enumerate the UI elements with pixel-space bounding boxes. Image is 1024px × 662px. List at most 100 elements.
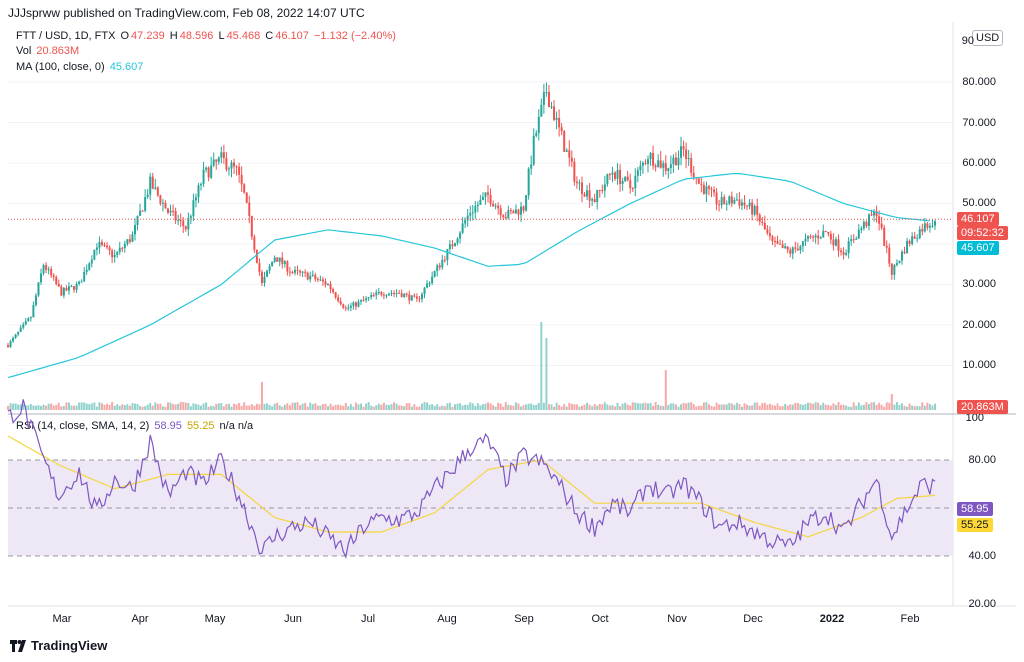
- time-label-dec: Dec: [743, 613, 763, 625]
- volume-bar-2021-06-19: [339, 405, 342, 410]
- candle-body-2021-12-03: [763, 222, 766, 230]
- volume-bar-2021-06-22: [347, 406, 350, 410]
- candle-body-2021-10-12: [631, 187, 634, 189]
- candle-body-2021-06-05: [304, 271, 307, 273]
- candle-body-2021-07-08: [387, 293, 390, 296]
- volume-bar-2021-09-20: [575, 404, 578, 410]
- candle-body-2021-07-20: [418, 298, 421, 300]
- candle-body-2021-10-30: [677, 157, 680, 166]
- tradingview-footer[interactable]: TradingView: [10, 638, 107, 653]
- candle-body-2021-04-07: [154, 187, 157, 189]
- volume-bar-2021-09-02: [530, 403, 533, 410]
- candle-body-2021-03-16: [98, 242, 101, 248]
- candle-body-2021-09-28: [596, 190, 599, 203]
- volume-bar-2021-12-20: [807, 402, 810, 410]
- time-label-jul: Jul: [360, 613, 376, 625]
- volume-bar-2022-01-25: [898, 404, 901, 410]
- symbol-label[interactable]: FTT / USD, 1D, FTX: [16, 30, 116, 42]
- volume-bar-2021-08-24: [507, 404, 510, 410]
- volume-bar-2021-11-25: [743, 403, 746, 410]
- volume-bar-2022-01-13: [867, 404, 870, 410]
- volume-bar-2021-03-01: [60, 406, 63, 410]
- volume-bar-2021-06-01: [293, 402, 296, 410]
- volume-bar-2021-12-09: [779, 406, 782, 410]
- volume-bar-2021-02-25: [50, 403, 53, 410]
- candle-body-2021-07-06: [382, 294, 385, 296]
- candle-body-2021-07-26: [433, 271, 436, 277]
- volume-bar-2022-02-01: [916, 405, 919, 410]
- candle-body-2021-07-19: [415, 296, 418, 299]
- volume-bar-2021-03-09: [80, 402, 83, 410]
- time-label-may: May: [204, 613, 226, 625]
- candle-body-2022-02-04: [923, 223, 926, 232]
- candle-body-2021-05-11: [240, 174, 243, 185]
- candle-body-2021-11-04: [690, 158, 693, 173]
- candle-body-2022-01-01: [837, 239, 840, 251]
- volume-bar-2021-03-14: [93, 402, 96, 410]
- volume-bar-2021-08-02: [451, 406, 454, 410]
- candle-body-2021-03-20: [108, 247, 111, 251]
- volume-bar-2021-04-01: [139, 406, 142, 410]
- tradingview-logo-icon: [10, 639, 26, 652]
- candle-body-2021-07-28: [438, 265, 441, 268]
- volume-bar-2021-09-06: [540, 322, 543, 410]
- candle-body-2021-07-21: [420, 294, 423, 300]
- candle-body-2021-11-08: [700, 183, 703, 185]
- volume-bar-2022-01-22: [890, 394, 893, 410]
- volume-bar-2021-10-14: [636, 403, 639, 410]
- volume-bar-2021-09-16: [565, 406, 568, 410]
- price-tick-10: 10.000: [962, 359, 996, 371]
- candle-body-2021-09-22: [580, 182, 583, 194]
- candle-body-2021-08-31: [525, 195, 528, 211]
- volume-bar-2021-11-13: [713, 406, 716, 410]
- volume-bar-2021-04-17: [179, 402, 182, 410]
- volume-bar-2021-12-01: [758, 405, 761, 410]
- volume-bar-2022-01-17: [878, 402, 881, 410]
- volume-bar-2021-06-18: [337, 404, 340, 410]
- volume-bar-2021-11-19: [728, 402, 731, 410]
- candle-body-2021-07-09: [390, 293, 393, 295]
- volume-bar-2021-05-16: [253, 405, 256, 410]
- time-label-sep: Sep: [514, 613, 534, 625]
- volume-bar-2021-09-15: [563, 404, 566, 410]
- volume-bar-2021-11-20: [730, 403, 733, 410]
- candle-body-2021-11-27: [748, 202, 751, 207]
- candle-body-2021-07-27: [436, 265, 439, 272]
- volume-bar-2021-05-19: [260, 382, 263, 410]
- volume-bar-2021-08-01: [448, 402, 451, 410]
- candle-body-2021-08-24: [507, 210, 510, 219]
- volume-bar-2021-03-21: [111, 402, 114, 410]
- candle-body-2021-03-11: [85, 269, 88, 272]
- volume-bar-2022-01-14: [870, 402, 873, 410]
- volume-bar-2021-09-11: [553, 406, 556, 410]
- candle-body-2021-07-16: [408, 294, 411, 301]
- candle-body-2021-11-28: [751, 202, 754, 215]
- volume-bar-2021-05-10: [238, 403, 241, 410]
- candle-body-2021-05-29: [286, 261, 289, 272]
- candle-body-2021-09-10: [550, 106, 553, 108]
- volume-bar-2021-11-04: [690, 402, 693, 410]
- time-label-oct: Oct: [591, 613, 609, 625]
- candle-body-2022-02-08: [934, 221, 936, 226]
- volume-bar-2021-04-30: [212, 406, 215, 410]
- volume-bar-2021-06-02: [296, 402, 299, 410]
- volume-bar-2021-04-22: [192, 403, 195, 410]
- volume-bar-2021-02-13: [19, 404, 22, 410]
- volume-bar-2021-10-30: [677, 406, 680, 410]
- candle-body-2021-04-10: [161, 202, 164, 204]
- volume-bar-2022-01-28: [906, 406, 909, 410]
- volume-bar-2021-04-02: [141, 406, 144, 410]
- candle-body-2021-03-01: [60, 286, 63, 296]
- volume-bar-2021-07-21: [420, 403, 423, 410]
- volume-bar-2022-01-12: [865, 402, 868, 410]
- currency-button[interactable]: USD: [972, 30, 1004, 46]
- candle-body-2021-12-06: [771, 236, 774, 242]
- volume-bar-2021-06-12: [321, 404, 324, 410]
- candle-body-2021-09-08: [545, 91, 548, 93]
- volume-bar-2021-02-08: [7, 405, 9, 410]
- volume-bar-2021-04-06: [151, 405, 154, 410]
- publisher-header: JJJsprww published on TradingView.com, F…: [8, 6, 365, 20]
- volume-bar-2021-06-17: [334, 404, 337, 410]
- volume-bar-2021-07-30: [443, 406, 446, 410]
